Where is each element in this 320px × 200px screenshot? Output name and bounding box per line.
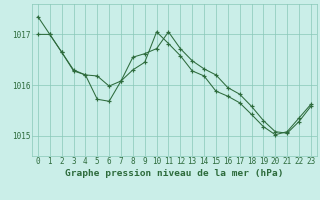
X-axis label: Graphe pression niveau de la mer (hPa): Graphe pression niveau de la mer (hPa) — [65, 169, 284, 178]
